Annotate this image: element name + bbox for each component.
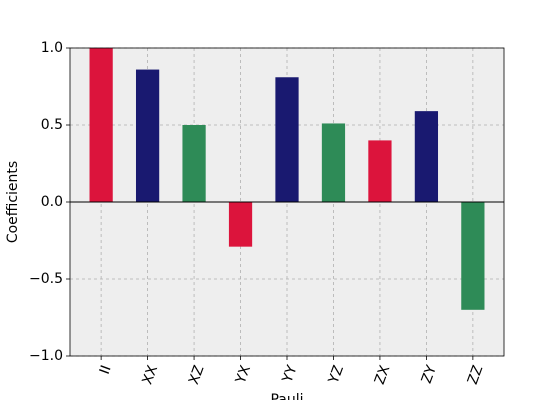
bar [321, 123, 346, 202]
bar [89, 48, 113, 202]
x-tick-label: II [97, 363, 115, 376]
x-tick-label: YY [279, 363, 300, 386]
x-tick-label: XZ [186, 363, 208, 387]
bar [182, 125, 206, 202]
bar [461, 202, 485, 310]
y-tick-label: −0.5 [29, 271, 63, 287]
y-tick-label: 0.5 [41, 117, 63, 133]
y-tick-label: 1.0 [41, 40, 63, 56]
y-axis-label: Coefficients [5, 161, 21, 243]
x-axis-label: Pauli [270, 392, 303, 400]
bar [275, 77, 299, 202]
y-tick-label: −1.0 [29, 348, 63, 364]
bar [368, 140, 392, 202]
bar [135, 69, 160, 202]
x-tick-label: XX [140, 363, 162, 387]
plot-layer [70, 47, 504, 357]
x-tick-label: YZ [325, 363, 347, 386]
bar [228, 202, 253, 247]
x-tick-label: ZY [419, 363, 440, 386]
x-tick-label: ZZ [465, 363, 487, 387]
y-tick-label: 0.0 [41, 194, 63, 210]
x-tick-label: YX [232, 363, 254, 387]
x-tick-label: ZX [372, 363, 394, 387]
bar [414, 111, 439, 202]
